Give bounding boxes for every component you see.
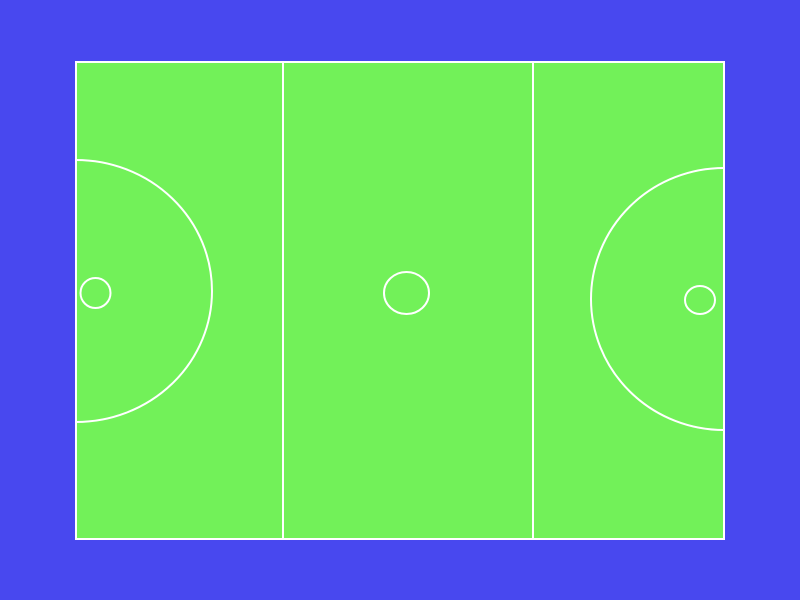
- outer-boundary: [75, 61, 725, 540]
- right-shooting-circle: [590, 167, 725, 431]
- netball-court: [75, 61, 725, 540]
- centre-circle: [383, 271, 430, 315]
- court-markings: [75, 61, 725, 540]
- right-goal-post: [684, 285, 716, 315]
- court-surface: [76, 62, 724, 539]
- left-shooting-circle: [75, 159, 213, 423]
- left-goal-post: [79, 277, 112, 309]
